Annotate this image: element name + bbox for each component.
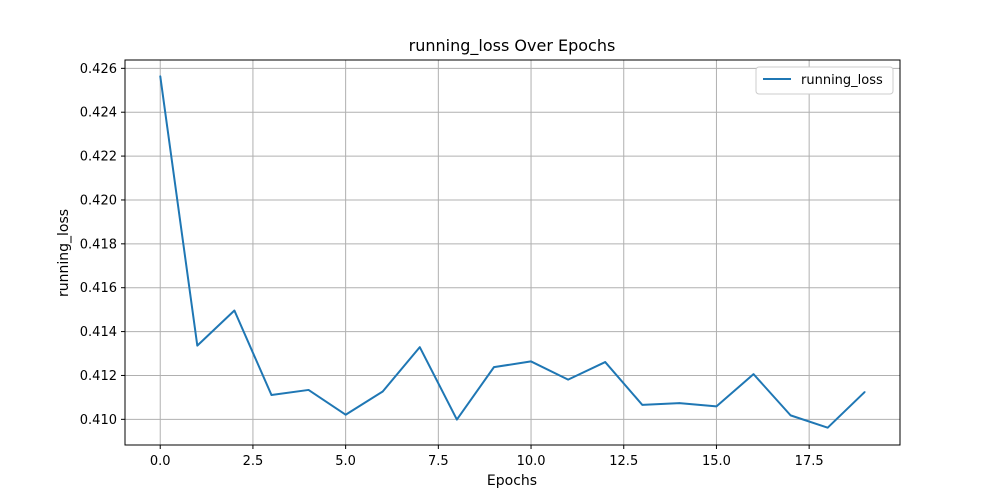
data-point — [530, 360, 532, 363]
data-point — [307, 389, 310, 391]
data-point — [604, 361, 607, 363]
y-tick-label: 0.410 — [80, 413, 117, 428]
legend-label-running-loss: running_loss — [801, 73, 883, 88]
x-tick-label: 5.0 — [335, 454, 356, 469]
data-point — [270, 394, 273, 396]
x-tick-label: 10.0 — [517, 454, 546, 469]
y-axis-label: running_loss — [56, 209, 72, 297]
x-axis-ticks: 0.0 2.5 5.0 7.5 10.0 12.5 15.0 17.5 — [150, 445, 824, 469]
y-tick-label: 0.422 — [80, 150, 117, 165]
y-tick-label: 0.424 — [80, 106, 117, 121]
data-point — [418, 346, 421, 348]
data-point — [715, 405, 718, 408]
y-tick-label: 0.420 — [80, 193, 117, 208]
plot-frame — [124, 59, 901, 446]
y-tick-label: 0.414 — [80, 325, 117, 340]
data-point — [196, 344, 199, 347]
data-point — [381, 390, 384, 393]
y-tick-label: 0.412 — [80, 369, 117, 384]
y-axis-ticks: 0.410 0.412 0.414 0.416 0.418 0.420 0.422 0.424… — [80, 62, 125, 428]
x-tick-label: 2.5 — [243, 454, 264, 469]
x-tick-label: 15.0 — [702, 454, 731, 469]
chart-title: running_loss Over Epochs — [409, 36, 616, 56]
x-tick-label: 0.0 — [150, 454, 171, 469]
data-point — [752, 373, 755, 375]
data-point — [456, 418, 458, 421]
data-point — [863, 391, 866, 393]
series-line-running-loss — [159, 75, 866, 429]
data-point — [789, 414, 792, 417]
grid — [125, 60, 900, 445]
data-point — [567, 378, 569, 381]
y-tick-label: 0.426 — [80, 62, 117, 77]
x-tick-label: 12.5 — [609, 454, 638, 469]
legend-box — [755, 66, 894, 95]
data-point — [641, 404, 644, 406]
data-point — [344, 413, 347, 416]
x-tick-label: 17.5 — [795, 454, 824, 469]
data-point — [826, 426, 829, 429]
series-layer — [159, 75, 866, 429]
data-point — [493, 366, 495, 368]
legend: running_loss — [755, 66, 894, 95]
x-axis-label: Epochs — [487, 473, 537, 489]
x-tick-label: 7.5 — [428, 454, 449, 469]
data-point — [233, 309, 236, 312]
data-point — [678, 402, 681, 404]
y-tick-label: 0.418 — [80, 237, 117, 252]
data-point — [159, 75, 162, 77]
y-tick-label: 0.416 — [80, 281, 117, 296]
